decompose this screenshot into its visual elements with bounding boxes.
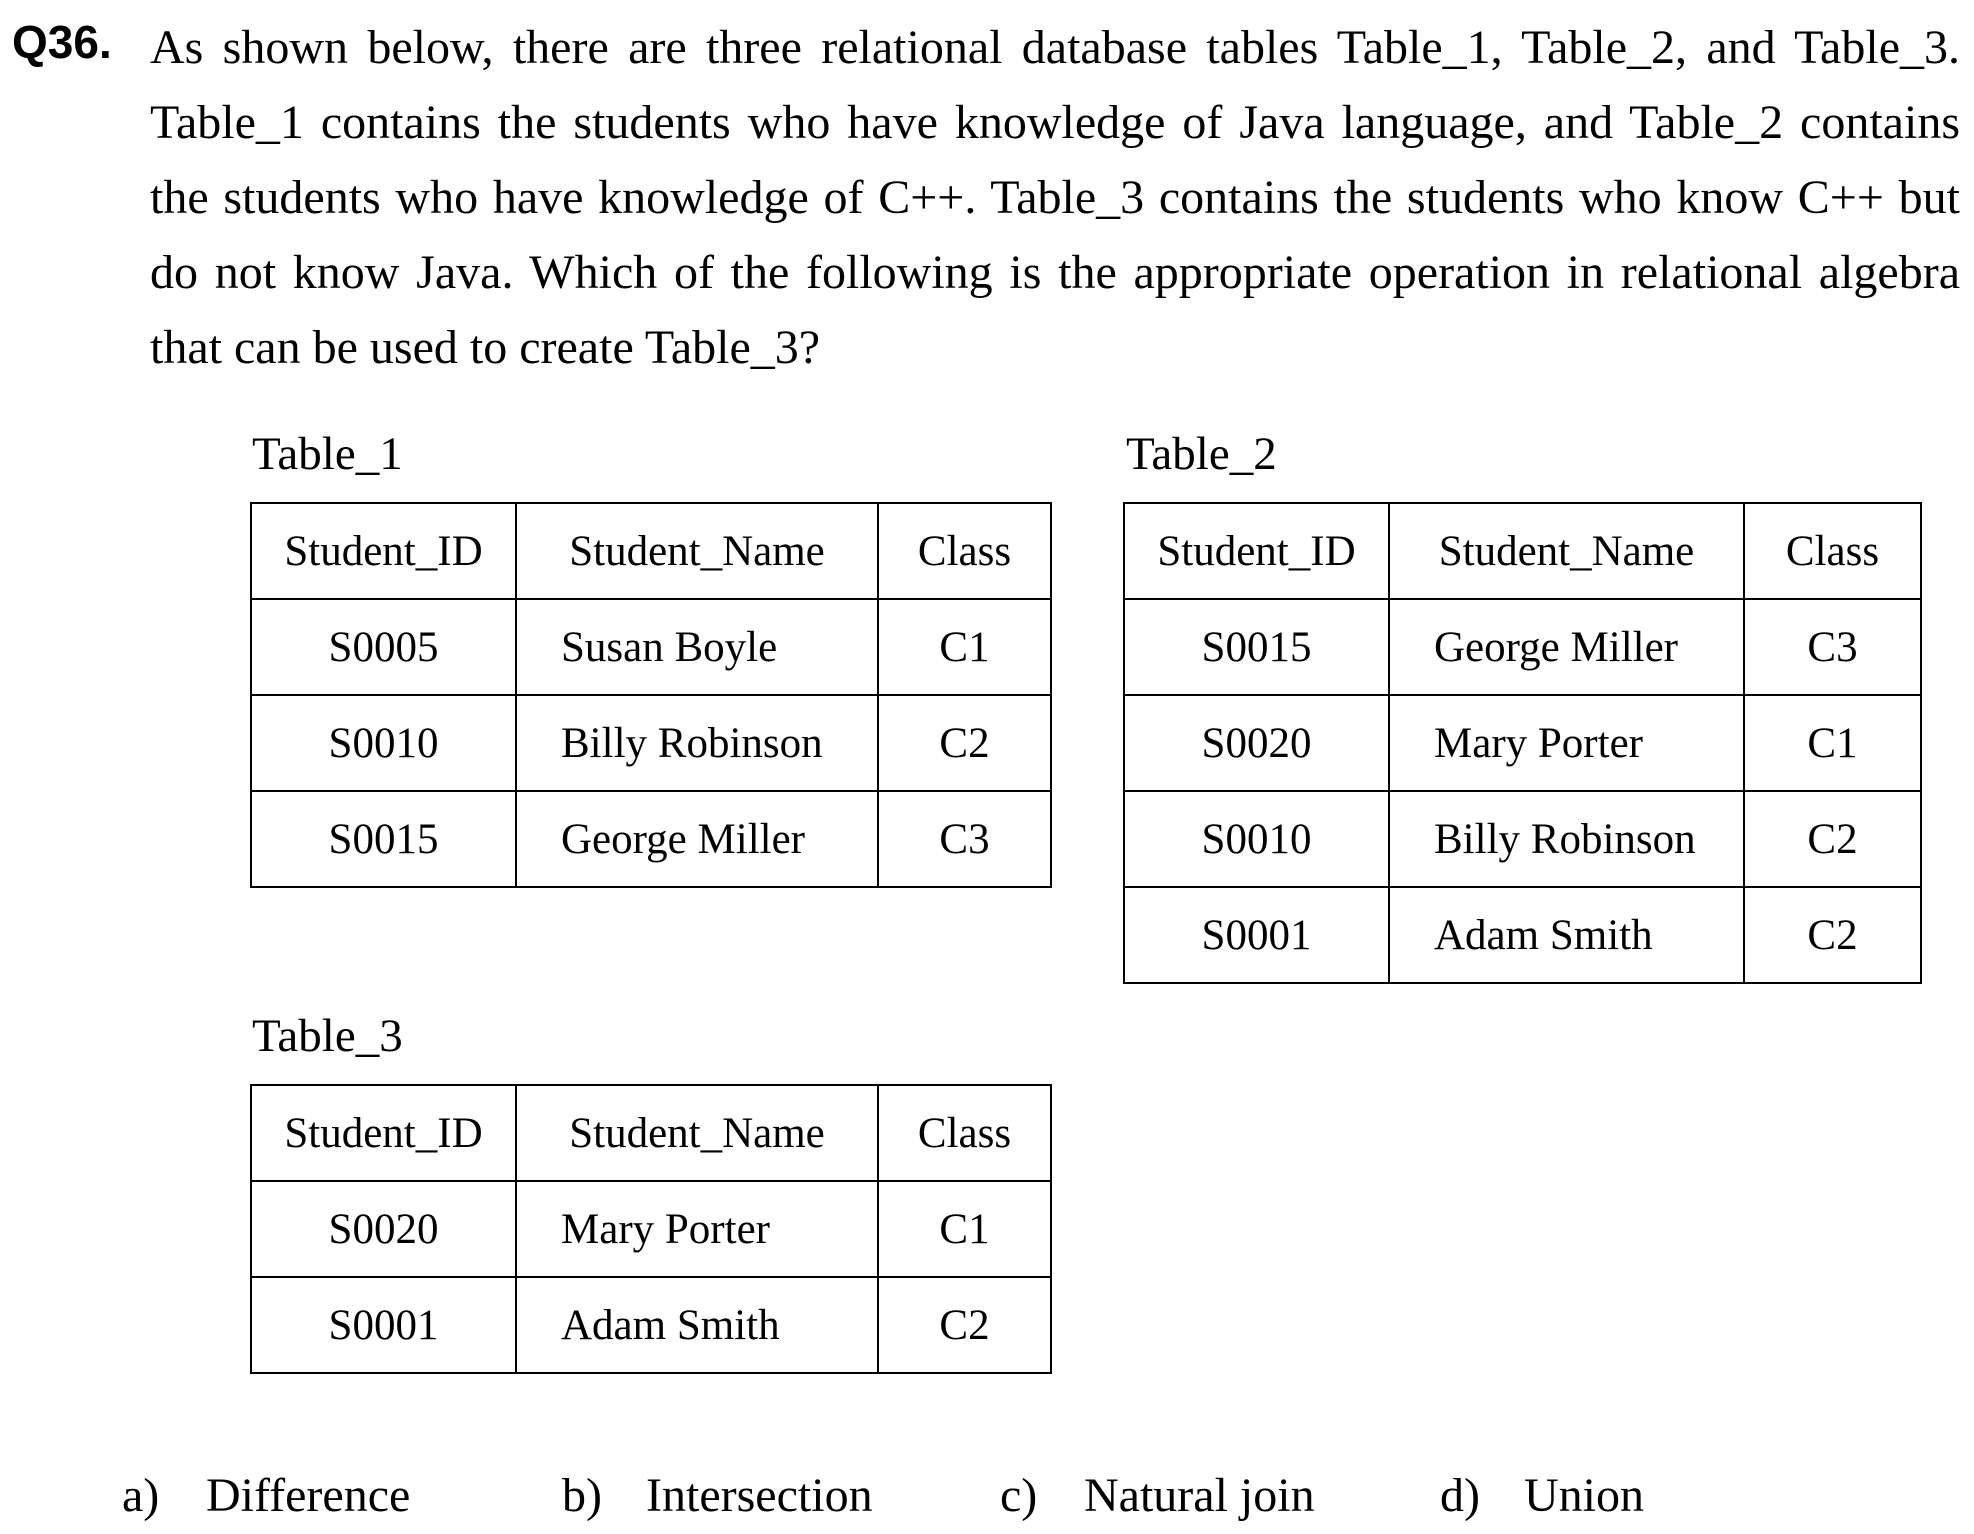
table-3-header-row: Student_ID Student_Name Class: [250, 1084, 1052, 1182]
table-2-header-row: Student_ID Student_Name Class: [1123, 502, 1922, 600]
cell-class: C3: [1743, 598, 1922, 696]
option-text: Union: [1524, 1469, 1644, 1522]
option-text: Natural join: [1084, 1469, 1315, 1522]
column-header-class: Class: [1743, 502, 1922, 600]
cell-student-name: Mary Porter: [1388, 694, 1745, 792]
table-row: S0005 Susan Boyle C1: [250, 598, 1052, 696]
cell-student-id: S0001: [1123, 886, 1390, 984]
table-3-caption: Table_3: [252, 1010, 403, 1062]
cell-student-name: George Miller: [515, 790, 879, 888]
cell-student-name: George Miller: [1388, 598, 1745, 696]
table-row: S0010 Billy Robinson C2: [250, 694, 1052, 792]
cell-student-name: Adam Smith: [1388, 886, 1745, 984]
cell-student-id: S0020: [1123, 694, 1390, 792]
table-row: S0015 George Miller C3: [250, 790, 1052, 888]
table-2: Student_ID Student_Name Class S0015 Geor…: [1123, 502, 1922, 984]
cell-student-id: S0001: [250, 1276, 517, 1374]
cell-class: C1: [877, 598, 1052, 696]
cell-class: C2: [877, 694, 1052, 792]
column-header-student-id: Student_ID: [250, 1084, 517, 1182]
cell-student-id: S0005: [250, 598, 517, 696]
column-header-class: Class: [877, 1084, 1052, 1182]
table-1-header-row: Student_ID Student_Name Class: [250, 502, 1052, 600]
option-text: Difference: [206, 1469, 411, 1522]
table-1-caption: Table_1: [252, 428, 403, 480]
cell-student-id: S0010: [250, 694, 517, 792]
cell-student-id: S0020: [250, 1180, 517, 1278]
table-row: S0015 George Miller C3: [1123, 598, 1922, 696]
option-letter: a): [122, 1469, 160, 1522]
table-row: S0010 Billy Robinson C2: [1123, 790, 1922, 888]
option-letter: c): [1000, 1469, 1038, 1522]
cell-student-name: Billy Robinson: [1388, 790, 1745, 888]
question-text: As shown below, there are three relation…: [150, 21, 1960, 374]
cell-student-name: Susan Boyle: [515, 598, 879, 696]
table-row: S0001 Adam Smith C2: [250, 1276, 1052, 1374]
option-a[interactable]: a) Difference: [122, 1466, 410, 1526]
question-number: Q36.: [12, 16, 112, 68]
column-header-student-id: Student_ID: [250, 502, 517, 600]
cell-class: C1: [877, 1180, 1052, 1278]
column-header-student-name: Student_Name: [515, 1084, 879, 1182]
cell-student-name: Adam Smith: [515, 1276, 879, 1374]
cell-student-id: S0015: [1123, 598, 1390, 696]
option-letter: d): [1440, 1469, 1480, 1522]
cell-class: C1: [1743, 694, 1922, 792]
table-row: S0020 Mary Porter C1: [250, 1180, 1052, 1278]
option-letter: b): [562, 1469, 602, 1522]
answer-options: a) Difference b) Intersection c) Natural jo…: [0, 1466, 1974, 1526]
cell-class: C2: [877, 1276, 1052, 1374]
cell-student-name: Billy Robinson: [515, 694, 879, 792]
column-header-student-name: Student_Name: [1388, 502, 1745, 600]
option-text: Intersection: [646, 1469, 873, 1522]
table-row: S0020 Mary Porter C1: [1123, 694, 1922, 792]
cell-class: C3: [877, 790, 1052, 888]
table-1: Student_ID Student_Name Class S0005 Susa…: [250, 502, 1052, 888]
table-row: S0001 Adam Smith C2: [1123, 886, 1922, 984]
cell-class: C2: [1743, 886, 1922, 984]
option-b[interactable]: b) Intersection: [562, 1466, 873, 1526]
option-c[interactable]: c) Natural join: [1000, 1466, 1315, 1526]
table-2-caption: Table_2: [1126, 428, 1277, 480]
table-3: Student_ID Student_Name Class S0020 Mary…: [250, 1084, 1052, 1374]
cell-student-name: Mary Porter: [515, 1180, 879, 1278]
cell-student-id: S0015: [250, 790, 517, 888]
cell-student-id: S0010: [1123, 790, 1390, 888]
column-header-student-name: Student_Name: [515, 502, 879, 600]
cell-class: C2: [1743, 790, 1922, 888]
option-d[interactable]: d) Union: [1440, 1466, 1644, 1526]
column-header-student-id: Student_ID: [1123, 502, 1390, 600]
column-header-class: Class: [877, 502, 1052, 600]
